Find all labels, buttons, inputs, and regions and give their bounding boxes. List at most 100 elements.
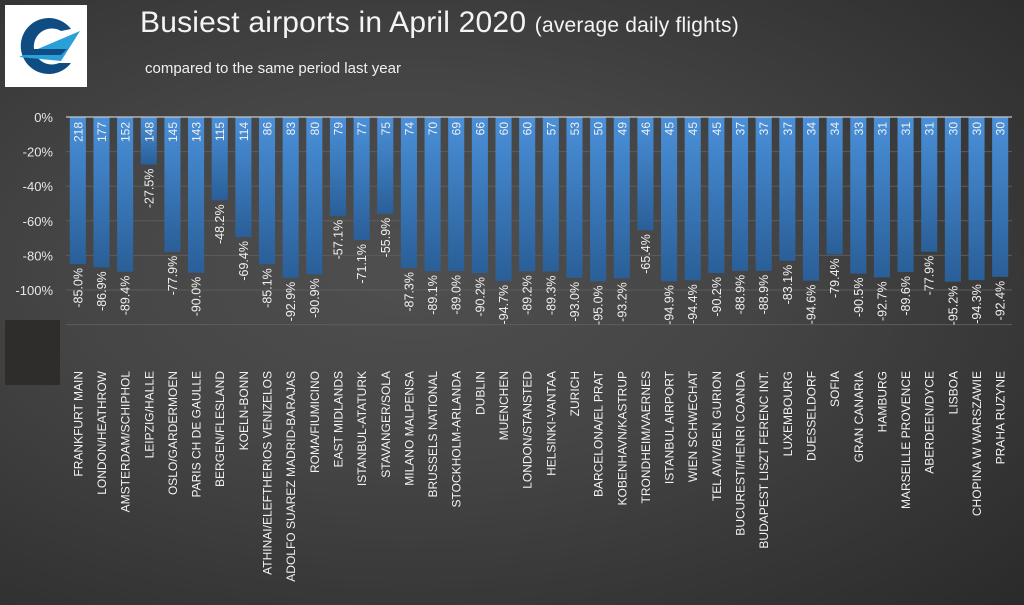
percent-change-label: -94.3% bbox=[970, 284, 984, 324]
category-label: OSLO/GARDERMOEN bbox=[166, 371, 180, 495]
bar bbox=[164, 117, 181, 252]
bar bbox=[188, 117, 205, 273]
bar bbox=[968, 117, 985, 281]
category-label: BRUSSELS NATIONAL bbox=[426, 371, 440, 498]
flights-value-label: 30 bbox=[970, 122, 984, 136]
flights-value-label: 70 bbox=[426, 122, 440, 136]
flights-value-label: 115 bbox=[213, 122, 227, 141]
bar bbox=[566, 117, 583, 278]
percent-change-label: -77.9% bbox=[166, 256, 180, 296]
bar bbox=[400, 117, 417, 269]
flights-value-label: 45 bbox=[710, 122, 724, 136]
category-label: ATHINAI/ELEFTHERIOS VENIZELOS bbox=[261, 371, 275, 575]
flights-value-label: 74 bbox=[402, 122, 416, 136]
flights-value-label: 60 bbox=[497, 122, 511, 136]
percent-change-label: -89.0% bbox=[450, 275, 464, 315]
bar bbox=[211, 117, 228, 201]
category-label: BERGEN/FLESLAND bbox=[213, 371, 227, 487]
y-axis-ticks: 0% -20% -40% -60% -80% -100% bbox=[15, 110, 53, 298]
flights-value-label: 148 bbox=[142, 122, 156, 142]
category-labels: FRANKFURT MAIN LONDON/HEATHROW AMSTERDAM/S… bbox=[71, 370, 1007, 581]
flights-value-label: 83 bbox=[284, 122, 298, 136]
category-label: LUXEMBOURG bbox=[781, 371, 795, 456]
percent-change-label: -69.4% bbox=[237, 241, 251, 281]
bar bbox=[140, 117, 157, 165]
bar bbox=[873, 117, 890, 278]
flights-value-label: 218 bbox=[71, 122, 85, 142]
percent-labels: -85.0% -86.9% -89.4% -27.5% -77.9% -90.0% -48.… bbox=[71, 169, 1007, 326]
percent-change-label: -55.9% bbox=[379, 218, 393, 258]
percent-change-label: -85.0% bbox=[71, 268, 85, 308]
category-label: ROMA/FIUMICINO bbox=[308, 371, 322, 473]
category-label: EAST MIDLANDS bbox=[331, 371, 345, 467]
percent-change-label: -90.5% bbox=[852, 278, 866, 318]
category-label: KOELN-BONN bbox=[237, 371, 251, 450]
bar bbox=[613, 117, 630, 279]
bar bbox=[755, 117, 772, 271]
category-label: ABERDEEN/DYCE bbox=[923, 371, 937, 474]
percent-change-label: -95.2% bbox=[946, 286, 960, 326]
y-tick-label: -40% bbox=[23, 179, 54, 194]
bar bbox=[495, 117, 512, 281]
category-label: SOFIA bbox=[828, 371, 842, 407]
category-label: HELSINKI-VANTAA bbox=[544, 371, 558, 476]
bar bbox=[69, 117, 86, 265]
category-label: STAVANGER/SOLA bbox=[379, 371, 393, 478]
percent-change-label: -85.1% bbox=[261, 268, 275, 308]
bar bbox=[93, 117, 110, 268]
bar bbox=[329, 117, 347, 216]
flights-value-label: 34 bbox=[828, 122, 842, 136]
flights-value-label: 31 bbox=[875, 122, 889, 136]
y-tick-label: -80% bbox=[23, 248, 54, 263]
category-label: CHOPINA W WARSZAWIE bbox=[970, 371, 984, 516]
percent-change-label: -90.2% bbox=[473, 277, 487, 317]
category-label: DUESSELDORF bbox=[804, 371, 818, 461]
percent-change-label: -90.2% bbox=[710, 277, 724, 317]
category-label: TEL AVIV/BEN GURION bbox=[710, 371, 724, 501]
flights-value-label: 57 bbox=[544, 122, 558, 136]
flights-value-label: 77 bbox=[355, 122, 369, 136]
flights-value-label: 34 bbox=[804, 122, 818, 136]
percent-change-label: -93.0% bbox=[568, 282, 582, 322]
percent-change-label: -27.5% bbox=[142, 169, 156, 209]
bar bbox=[944, 117, 961, 282]
flights-value-label: 37 bbox=[781, 122, 795, 136]
gridlines bbox=[66, 151, 1012, 326]
bar bbox=[590, 117, 607, 282]
bar bbox=[471, 117, 488, 274]
bar bbox=[921, 117, 938, 252]
percent-change-label: -90.9% bbox=[308, 278, 322, 318]
y-tick-label: -100% bbox=[15, 283, 53, 298]
bar bbox=[424, 117, 441, 272]
title-parenthetical: (average daily flights) bbox=[534, 14, 739, 37]
category-label: KOBENHAVN/KASTRUP bbox=[615, 371, 629, 505]
chart-subtitle: compared to the same period last year bbox=[145, 60, 401, 77]
flights-value-label: 75 bbox=[379, 122, 393, 136]
percent-change-label: -90.0% bbox=[190, 277, 204, 317]
category-label: ISTANBUL-ATATURK bbox=[355, 371, 369, 486]
category-label: BUCURESTI/HENRI COANDA bbox=[734, 371, 748, 536]
category-label: TRONDHEIM/VAERNES bbox=[639, 371, 653, 503]
category-label: GRAN CANARIA bbox=[852, 371, 866, 462]
percent-change-label: -93.2% bbox=[615, 282, 629, 322]
bar bbox=[258, 117, 276, 265]
category-label: STOCKHOLM-ARLANDA bbox=[450, 371, 464, 507]
flights-value-label: 114 bbox=[237, 122, 251, 141]
flights-value-label: 37 bbox=[734, 122, 748, 136]
percent-change-label: -94.7% bbox=[497, 285, 511, 325]
bar bbox=[117, 117, 134, 272]
bar bbox=[377, 117, 394, 214]
flights-value-label: 60 bbox=[521, 122, 535, 136]
category-label: WIEN SCHWECHAT bbox=[686, 370, 700, 482]
percent-change-label: -65.4% bbox=[639, 234, 653, 274]
category-label: LONDON/HEATHROW bbox=[95, 370, 109, 494]
flights-value-label: 49 bbox=[615, 122, 629, 136]
bar bbox=[235, 117, 252, 238]
category-label: ZURICH bbox=[568, 371, 582, 416]
bar bbox=[353, 117, 370, 241]
flights-value-label: 86 bbox=[261, 122, 275, 136]
bar bbox=[282, 117, 299, 278]
flights-value-label: 31 bbox=[923, 122, 937, 136]
category-label: PARIS CH DE GAULLE bbox=[190, 371, 204, 497]
